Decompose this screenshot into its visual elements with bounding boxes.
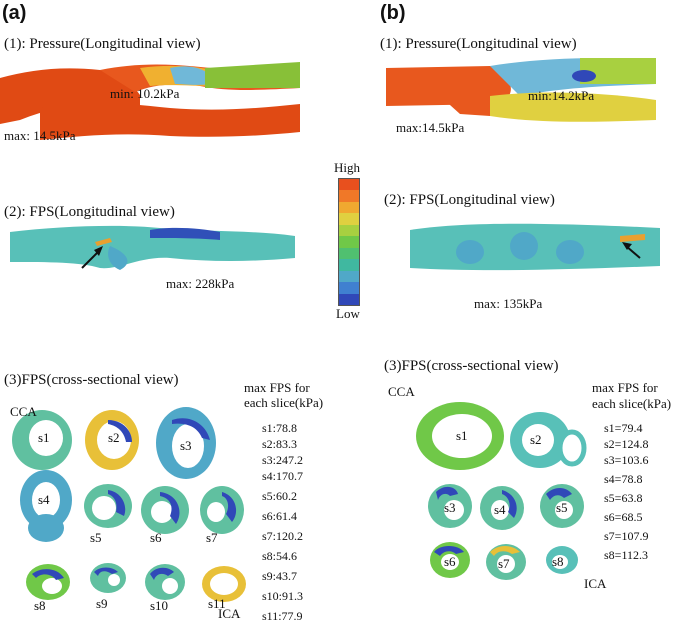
pressure-max-b: max:14.5kPa — [396, 120, 465, 135]
fps-long-title-b: (2): FPS(Longitudinal view) — [384, 192, 555, 208]
pressure-max-a: max: 14.5kPa — [4, 128, 76, 143]
colorbar-segment — [339, 190, 359, 202]
pressure-title-a: (1): Pressure(Longitudinal view) — [4, 36, 201, 52]
pressure-min-a: min: 10.2kPa — [110, 86, 180, 101]
panel-b-label: (b) — [380, 2, 406, 24]
fps-artery-a — [10, 225, 295, 270]
slice-label: s10 — [150, 598, 169, 613]
slice-value: s8=112.3 — [604, 548, 648, 562]
slice-label: s1 — [38, 430, 50, 445]
colorbar-segment — [339, 282, 359, 294]
fps-cross-title-b: (3)FPS(cross-sectional view) — [384, 358, 559, 374]
colorbar-segment — [339, 270, 359, 283]
fps-artery-b — [410, 223, 660, 271]
slice-value: s6=68.5 — [604, 510, 643, 524]
slice-value: s6:61.4 — [262, 509, 298, 523]
ica-label-b: ICA — [584, 576, 607, 591]
slice-value: s4:170.7 — [262, 469, 304, 483]
colorbar-segment — [339, 293, 359, 305]
colorbar-segment — [339, 259, 359, 271]
slice-label: s5 — [556, 500, 568, 515]
slice-value: s8:54.6 — [262, 549, 298, 563]
slice-label: s8 — [34, 598, 46, 613]
slice-value: s9:43.7 — [262, 569, 298, 583]
cross-sections-a — [12, 407, 246, 602]
colorbar — [338, 178, 360, 306]
slice-label: s1 — [456, 428, 468, 443]
slice-label: s4 — [38, 492, 50, 507]
slice-value: s5=63.8 — [604, 491, 643, 505]
panel-a: (a) (1): Pressure(Longitudinal view) min… — [0, 2, 324, 624]
slice-value: s1:78.8 — [262, 421, 298, 435]
fps-long-max-b: max: 135kPa — [474, 296, 543, 311]
slice-value: s7=107.9 — [604, 529, 649, 543]
slice-value: s5:60.2 — [262, 489, 298, 503]
panel-b: (b) (1): Pressure(Longitudinal view) min… — [340, 0, 680, 627]
slice-label: s7 — [498, 556, 510, 571]
colorbar-segment — [339, 201, 359, 214]
slice-label: s7 — [206, 530, 218, 545]
slice-label: s9 — [96, 596, 108, 611]
panel-b-figures — [386, 58, 660, 580]
slice-header-b-2: each slice(kPa) — [592, 396, 672, 411]
colorbar-segment — [339, 224, 359, 237]
slice-header-b-1: max FPS for — [592, 380, 658, 395]
ica-label-a: ICA — [218, 606, 241, 621]
fps-cross-title-a: (3)FPS(cross-sectional view) — [4, 372, 179, 388]
slice-label: s3 — [180, 438, 192, 453]
slice-value: s3:247.2 — [262, 453, 304, 467]
slice-value: s3=103.6 — [604, 453, 649, 467]
slice-label: s5 — [90, 530, 102, 545]
colorbar-low: Low — [336, 306, 360, 321]
panel-a-figures — [0, 62, 300, 602]
slice-label: s6 — [444, 554, 456, 569]
cca-label-b: CCA — [388, 384, 415, 399]
slice-header-a-2: each slice(kPa) — [244, 395, 324, 410]
colorbar-segment — [339, 213, 359, 225]
slice-values-b: s1=79.4 s2=124.8 s3=103.6 s4=78.8 s5=63.… — [604, 420, 648, 563]
pressure-artery-b — [386, 58, 656, 122]
slice-label: s6 — [150, 530, 162, 545]
slice-value: s11:77.9 — [262, 609, 303, 623]
cca-label-a: CCA — [10, 404, 37, 419]
slice-label: s2 — [108, 430, 120, 445]
panel-a-label: (a) — [2, 2, 27, 24]
pressure-title-b: (1): Pressure(Longitudinal view) — [380, 36, 577, 52]
colorbar-segment — [339, 179, 359, 191]
pressure-min-b: min:14.2kPa — [528, 88, 595, 103]
colorbar-segment — [339, 236, 359, 248]
fps-long-title-a: (2): FPS(Longitudinal view) — [4, 204, 175, 220]
colorbar-high: High — [334, 160, 360, 175]
slice-value: s1=79.4 — [604, 421, 643, 435]
slice-value: s10:91.3 — [262, 589, 304, 603]
fps-long-max-a: max: 228kPa — [166, 276, 235, 291]
slice-label: s11 — [208, 596, 226, 611]
slice-value: s4=78.8 — [604, 472, 643, 486]
slice-value: s2=124.8 — [604, 437, 649, 451]
slice-label: s4 — [494, 502, 506, 517]
slice-value: s7:120.2 — [262, 529, 304, 543]
colorbar-segment — [339, 247, 359, 260]
slice-label: s8 — [552, 554, 564, 569]
slice-values-a: s1:78.8 s2:83.3 s3:247.2 s4:170.7 s5:60.… — [262, 420, 303, 624]
slice-header-a-1: max FPS for — [244, 380, 310, 395]
pressure-artery-a — [0, 62, 300, 140]
cross-sections-b — [416, 402, 587, 580]
slice-label: s3 — [444, 500, 456, 515]
slice-label: s2 — [530, 432, 542, 447]
slice-value: s2:83.3 — [262, 437, 298, 451]
